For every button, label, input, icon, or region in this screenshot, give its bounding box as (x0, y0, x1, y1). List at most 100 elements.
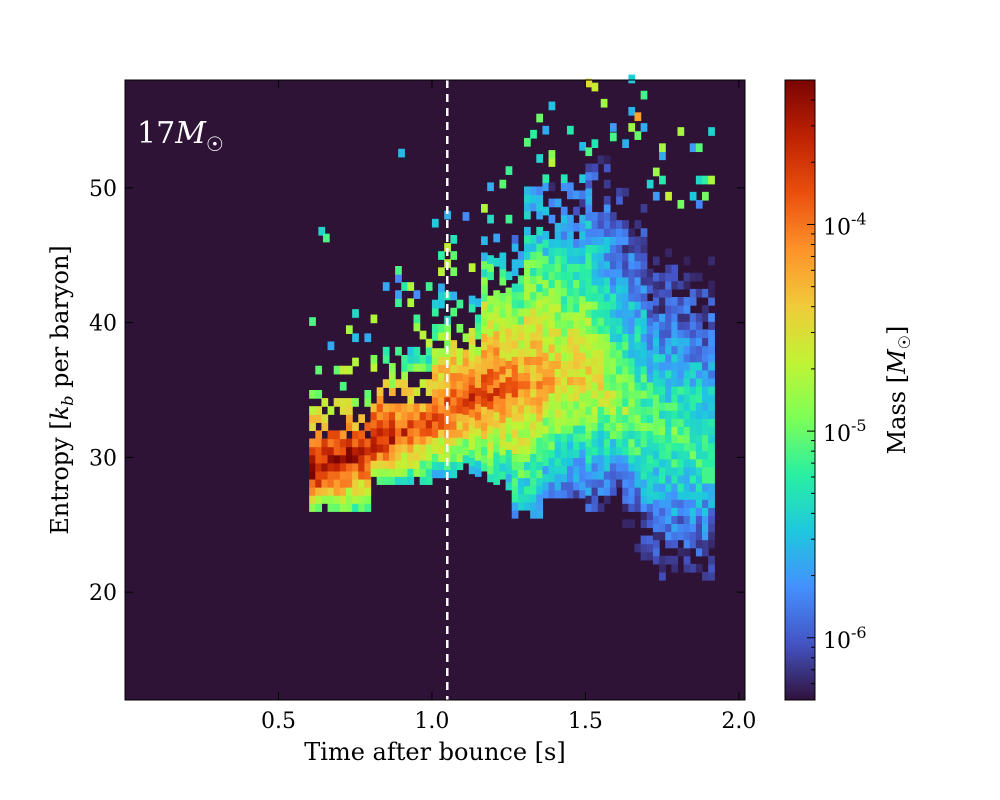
heatmap-cell (481, 309, 488, 318)
heatmap-cell (322, 233, 330, 243)
heatmap-cell (493, 306, 501, 316)
heatmap-cell (628, 268, 636, 278)
heatmap-cell (652, 313, 660, 322)
heatmap-cell (530, 485, 537, 495)
heatmap-cell (702, 523, 709, 533)
heatmap-cell (493, 338, 501, 348)
heatmap-cell (542, 481, 550, 491)
heatmap-cell (536, 235, 544, 244)
heatmap-cell (616, 357, 623, 367)
heatmap-cell (419, 411, 427, 421)
heatmap-cell (640, 543, 648, 553)
heatmap-cell (499, 462, 507, 472)
heatmap-cell (708, 410, 715, 419)
heatmap-cell (659, 458, 666, 468)
heatmap-cell (622, 519, 629, 529)
mass-annotation-number: 17 (137, 116, 175, 151)
heatmap-cell (603, 390, 611, 399)
heatmap-cell (364, 503, 372, 512)
heatmap-cell (603, 195, 611, 205)
heatmap-cell (702, 353, 709, 363)
heatmap-cell (530, 372, 537, 382)
heatmap-cell (450, 445, 458, 454)
heatmap-cell (481, 333, 488, 343)
heatmap-cell (554, 279, 562, 289)
heatmap-cell (517, 364, 525, 374)
heatmap-cell (468, 384, 476, 394)
heatmap-cell (413, 452, 421, 461)
heatmap-cell (585, 487, 593, 496)
heatmap-cell (333, 495, 341, 504)
heatmap-cell (609, 228, 617, 237)
heatmap-cell (493, 419, 501, 429)
heatmap-cell (585, 341, 593, 351)
heatmap-cell (450, 453, 458, 463)
heatmap-cell (487, 368, 494, 378)
heatmap-cell (438, 453, 445, 463)
heatmap-cell (585, 333, 593, 343)
heatmap-cell (566, 344, 574, 353)
heatmap-cell (695, 199, 703, 209)
heatmap-cell (566, 384, 574, 394)
heatmap-cell (659, 272, 666, 282)
heatmap-cell (591, 171, 599, 181)
heatmap-cell (345, 406, 353, 415)
heatmap-cell (364, 390, 372, 399)
heatmap-cell (695, 491, 703, 500)
heatmap-cell (591, 317, 599, 326)
heatmap-cell (536, 267, 544, 277)
heatmap-cell (683, 313, 691, 322)
heatmap-cell (671, 410, 679, 419)
heatmap-cell (708, 127, 715, 136)
heatmap-cell (622, 349, 629, 359)
heatmap-cell (652, 418, 660, 427)
heatmap-cell (530, 477, 537, 487)
heatmap-cell (566, 255, 574, 264)
heatmap-cell (622, 317, 629, 326)
heatmap-cell (665, 345, 672, 355)
heatmap-cell (352, 309, 359, 318)
heatmap-cell (677, 442, 685, 452)
heatmap-cell (425, 460, 433, 469)
heatmap-cell (517, 461, 525, 471)
heatmap-cell (450, 267, 458, 277)
heatmap-cell (665, 442, 672, 452)
heatmap-cell (579, 174, 586, 184)
heatmap-cell (560, 287, 568, 297)
heatmap-cell (511, 437, 519, 446)
heatmap-cell (622, 495, 629, 504)
heatmap-cell (616, 333, 623, 343)
heatmap-cell (468, 328, 476, 337)
heatmap-cell (560, 425, 568, 434)
heatmap-cell (382, 419, 390, 429)
heatmap-cell (542, 239, 550, 248)
heatmap-cell (634, 252, 642, 262)
heatmap-cell (689, 531, 697, 541)
heatmap-cell (585, 349, 593, 359)
heatmap-cell (646, 276, 654, 286)
heatmap-cell (640, 373, 648, 383)
heatmap-cell (382, 354, 390, 364)
heatmap-cell (708, 418, 715, 427)
heatmap-cell (579, 328, 586, 337)
heatmap-cell (665, 353, 672, 363)
heatmap-cell (616, 252, 623, 262)
heatmap-cell (352, 495, 359, 504)
heatmap-cell (603, 252, 611, 262)
heatmap-cell (573, 449, 580, 458)
heatmap-cell (560, 392, 568, 402)
heatmap-cell (505, 166, 513, 175)
heatmap-cell (554, 408, 562, 418)
heatmap-cell (579, 400, 586, 410)
heatmap-cell (628, 309, 636, 318)
heatmap-cell (597, 333, 605, 343)
heatmap-cell (640, 478, 648, 488)
heatmap-cell (339, 381, 347, 391)
heatmap-cell (456, 412, 464, 422)
heatmap-cell (474, 387, 482, 396)
heatmap-cell (616, 228, 623, 237)
heatmap-cell (659, 402, 666, 411)
heatmap-cell (431, 299, 439, 309)
heatmap-cell (702, 507, 709, 516)
heatmap-cell (536, 509, 544, 519)
